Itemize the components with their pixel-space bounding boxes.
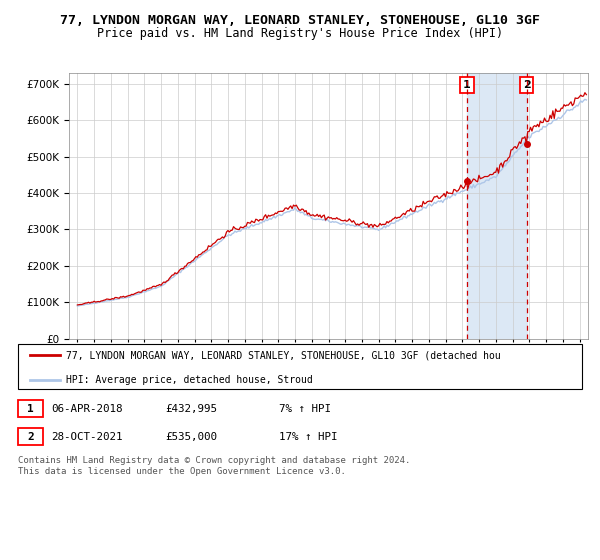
- Text: 1: 1: [27, 404, 34, 414]
- Text: 1: 1: [463, 80, 471, 90]
- Bar: [467, 73, 527, 339]
- Text: 77, LYNDON MORGAN WAY, LEONARD STANLEY, STONEHOUSE, GL10 3GF (detached hou: 77, LYNDON MORGAN WAY, LEONARD STANLEY, …: [66, 350, 501, 360]
- Text: HPI: Average price, detached house, Stroud: HPI: Average price, detached house, Stro…: [66, 375, 313, 385]
- Text: £432,995: £432,995: [165, 404, 217, 414]
- Text: 28-OCT-2021: 28-OCT-2021: [51, 432, 122, 442]
- Text: 77, LYNDON MORGAN WAY, LEONARD STANLEY, STONEHOUSE, GL10 3GF: 77, LYNDON MORGAN WAY, LEONARD STANLEY, …: [60, 14, 540, 27]
- Text: Contains HM Land Registry data © Crown copyright and database right 2024.
This d: Contains HM Land Registry data © Crown c…: [18, 456, 410, 476]
- Text: £535,000: £535,000: [165, 432, 217, 442]
- Text: 06-APR-2018: 06-APR-2018: [51, 404, 122, 414]
- Text: Price paid vs. HM Land Registry's House Price Index (HPI): Price paid vs. HM Land Registry's House …: [97, 27, 503, 40]
- Text: 7% ↑ HPI: 7% ↑ HPI: [279, 404, 331, 414]
- Text: 2: 2: [523, 80, 530, 90]
- Text: 2: 2: [27, 432, 34, 442]
- Text: 17% ↑ HPI: 17% ↑ HPI: [279, 432, 337, 442]
